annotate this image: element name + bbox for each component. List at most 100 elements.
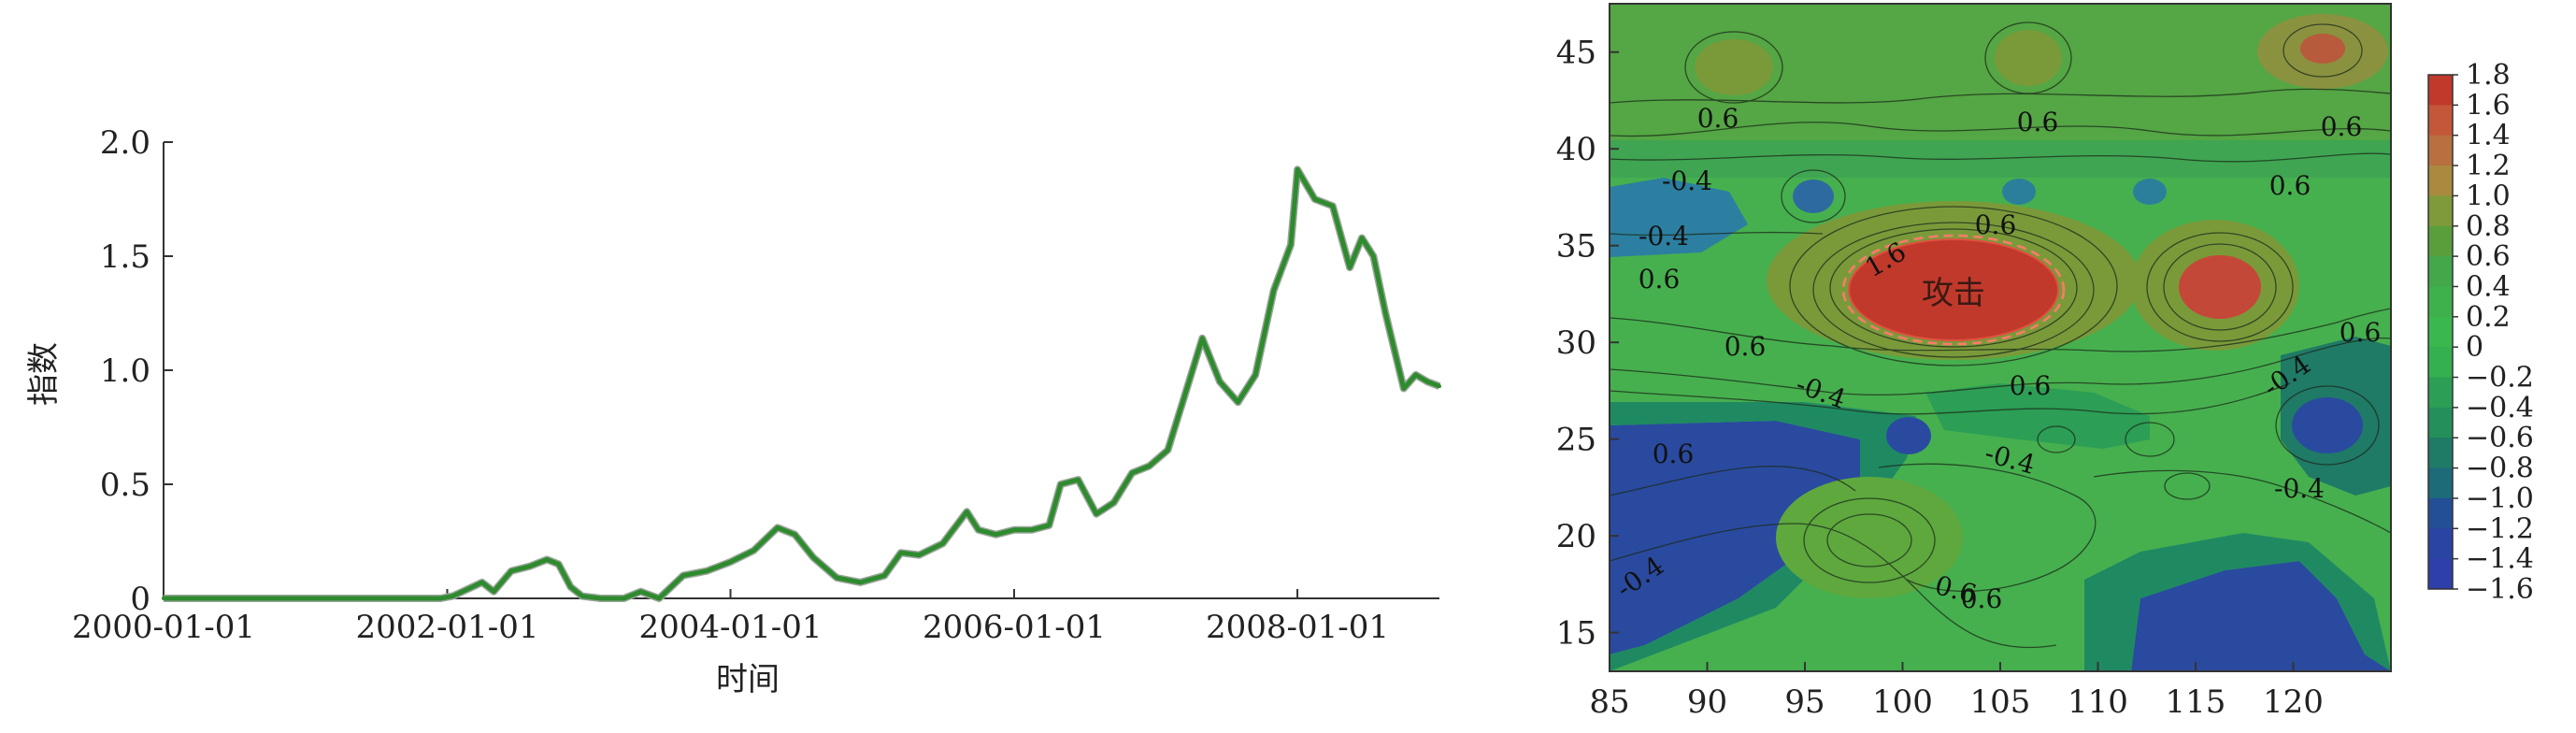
- colorbar-swatch: [2428, 438, 2453, 469]
- data-point: [793, 532, 797, 537]
- contour-line: [2093, 469, 2391, 534]
- contour-line: [2275, 385, 2380, 466]
- contour-line: [1610, 523, 2057, 649]
- data-point: [232, 596, 236, 600]
- x-tick-label: 2004-01-01: [639, 609, 823, 646]
- contour-label: 0.6: [1724, 331, 1767, 362]
- contour-label: 0.6: [1961, 583, 2003, 614]
- data-point: [1312, 197, 1317, 201]
- colorbar-tick-label: −0.4: [2466, 392, 2534, 424]
- data-point: [1076, 478, 1080, 482]
- colorbar-ticks: 1.81.61.41.21.00.80.60.40.20−0.2−0.4−0.6…: [2453, 59, 2534, 606]
- colorbar-tick-label: 0.6: [2466, 240, 2511, 273]
- data-point: [1029, 527, 1034, 532]
- contour-field: 0.6 0.6 0.6 -0.4 0.6 0.6 -0.4 1.6 0.6 0.…: [1610, 4, 2391, 671]
- data-point: [1111, 500, 1116, 505]
- colorbar-tick-label: 1.0: [2466, 180, 2511, 212]
- colorbar-tick-label: −1.4: [2466, 543, 2534, 576]
- data-point: [374, 596, 379, 600]
- contour-label: 0.6: [2017, 107, 2059, 137]
- map-y-tick-label: 35: [1556, 228, 1596, 266]
- contour-line: [1826, 513, 1912, 568]
- line-series-group: [162, 165, 1441, 602]
- contour-line: [1610, 231, 1824, 237]
- min-95-36: [1793, 180, 1834, 213]
- contour-line: [1610, 308, 2391, 352]
- contour-line: [2146, 232, 2294, 342]
- colorbar-tick-label: −0.8: [2466, 453, 2534, 485]
- data-point: [657, 596, 662, 600]
- colorbar-swatch: [2428, 467, 2453, 499]
- colorbar-tick-label: −0.6: [2466, 422, 2534, 454]
- contour-line: [1610, 122, 2391, 137]
- south-high: [1776, 477, 1963, 598]
- data-point: [598, 596, 603, 600]
- east-peak: [2179, 255, 2261, 319]
- contour-lines: [1610, 22, 2391, 649]
- contour-line: [1878, 463, 2097, 592]
- north-high-1: [1695, 39, 1773, 95]
- contour-line: [1812, 222, 2095, 358]
- data-point: [479, 580, 484, 584]
- data-point: [994, 532, 998, 537]
- data-point: [1295, 167, 1300, 172]
- central-peak-ring: [1841, 234, 2066, 346]
- contour-line: [1610, 382, 2291, 415]
- colorbar-swatch: [2428, 377, 2453, 409]
- data-point: [811, 555, 815, 560]
- map-x-tick-label: 120: [2263, 683, 2324, 721]
- contour-line: [1984, 22, 2072, 94]
- colorbar-tick-label: 0: [2466, 331, 2483, 364]
- data-point: [638, 589, 643, 594]
- data-point: [976, 527, 980, 532]
- colorbar-tick-label: 1.6: [2466, 89, 2511, 122]
- data-point: [1401, 386, 1406, 391]
- contour-label: 0.6: [1639, 264, 1681, 295]
- data-point: [1218, 380, 1222, 384]
- y-ticks: 0 0.5 1.0 1.5 2.0: [100, 124, 173, 618]
- map-y-tick-label: 30: [1556, 324, 1596, 362]
- data-point: [680, 573, 685, 578]
- contour-line: [1610, 152, 2391, 163]
- colorbar-swatch: [2428, 316, 2453, 348]
- contour-line: [2125, 422, 2175, 457]
- data-point: [1147, 464, 1152, 468]
- map-x-tick-label: 110: [2068, 683, 2128, 721]
- contour-line: [1610, 466, 1856, 496]
- colorbar-frame: [2427, 74, 2454, 590]
- colorbar-tick-label: 0.4: [2466, 270, 2511, 303]
- data-point: [775, 525, 780, 530]
- data-point: [303, 596, 308, 600]
- data-point: [1271, 288, 1276, 293]
- contour-label: 0.6: [1653, 438, 1695, 469]
- colorbar: 1.81.61.41.21.00.80.60.40.20−0.2−0.4−0.6…: [2427, 59, 2534, 606]
- map-x-tick-label: 95: [1784, 683, 1825, 721]
- data-point: [1330, 204, 1335, 208]
- colorbar-swatch: [2428, 497, 2453, 529]
- map-x-tick-label: 100: [1872, 683, 1933, 721]
- contour-line: [1829, 228, 2078, 348]
- colorbar-swatch: [2428, 165, 2453, 196]
- x-tick-label: 2000-01-01: [72, 609, 255, 646]
- data-point: [1413, 372, 1418, 377]
- y-tick-label: 1.0: [100, 352, 150, 390]
- colorbar-tick-label: −1.0: [2466, 482, 2534, 515]
- contour-line: [1610, 88, 2391, 104]
- data-point: [527, 564, 532, 568]
- data-point: [438, 596, 443, 600]
- colorbar-swatch: [2428, 256, 2453, 287]
- contour-line: [2163, 243, 2277, 331]
- map-y-ticks: 15 20 25 30 35 40 45: [1556, 35, 1619, 653]
- x-ticks: 2000-01-01 2002-01-01 2004-01-01 2006-01-01…: [72, 589, 1389, 646]
- contour-line: [2283, 23, 2363, 78]
- data-point: [751, 548, 756, 553]
- min-100-25: [1886, 417, 1931, 454]
- colorbar-tick-label: −1.2: [2466, 512, 2534, 545]
- data-point: [568, 584, 573, 589]
- contour-line: [2037, 425, 2076, 453]
- contour-line: [2164, 472, 2211, 500]
- min-121-25: [2292, 397, 2363, 453]
- contour-label: 0.6: [1697, 103, 1739, 134]
- colorbar-swatch: [2428, 286, 2453, 318]
- contour-label: 0.6: [2321, 111, 2363, 142]
